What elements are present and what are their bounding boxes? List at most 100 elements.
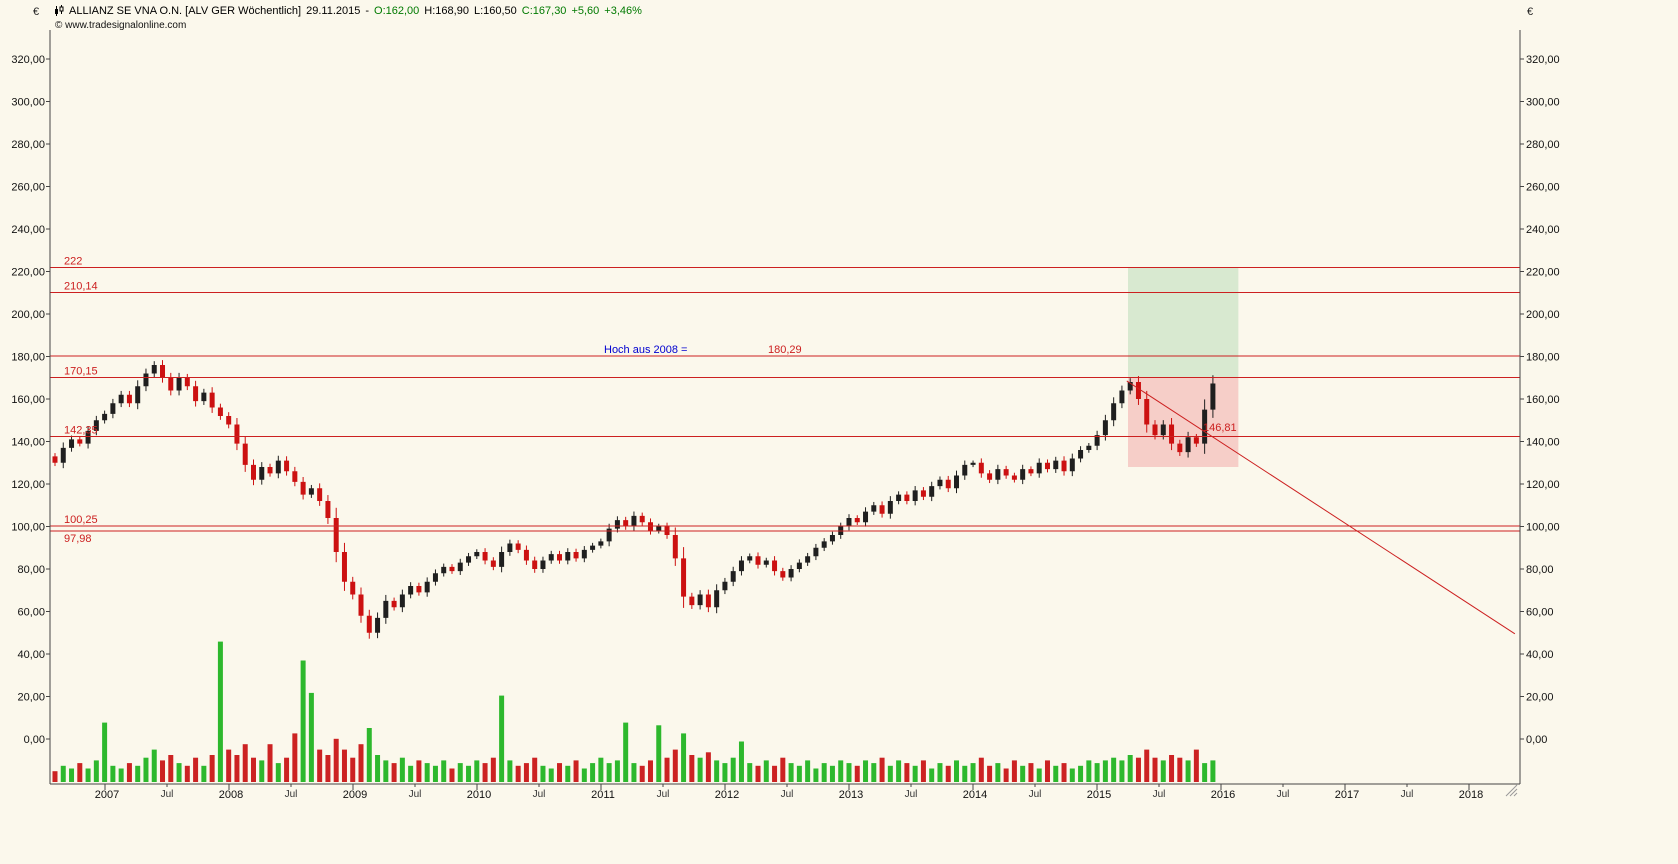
candle-body <box>1003 469 1009 476</box>
candle-body <box>846 518 852 527</box>
volume-bar <box>118 768 124 782</box>
quote-high: H:168,90 <box>424 5 469 17</box>
y-axis-label-left: 120,00 <box>11 479 45 491</box>
trendline-price-marker[interactable]: 146,81 <box>1203 422 1237 434</box>
volume-bar <box>540 765 546 782</box>
volume-bar <box>457 763 463 782</box>
volume-bar <box>250 757 256 782</box>
volume-bar <box>300 660 306 782</box>
candle-body <box>1028 469 1034 474</box>
x-axis-jul-label: Jul <box>409 789 422 800</box>
candle-body <box>639 515 645 523</box>
hoch-2008-value[interactable]: 180,29 <box>768 344 802 356</box>
candle-body <box>796 562 802 569</box>
candle-body <box>1036 462 1042 474</box>
x-axis-jul-label: Jul <box>781 789 794 800</box>
candle-body <box>308 488 314 495</box>
candle-body <box>656 526 662 531</box>
candle-body <box>772 560 778 572</box>
target-zone-green[interactable] <box>1128 267 1239 378</box>
volume-bar <box>829 765 835 782</box>
x-axis-jul-label: Jul <box>533 789 546 800</box>
volume-bar <box>85 768 91 782</box>
volume-bar <box>1152 757 1158 782</box>
candle-body <box>1127 382 1133 391</box>
candle-body <box>77 439 83 444</box>
volume-bar <box>69 768 75 782</box>
candle-body <box>1011 475 1017 480</box>
volume-bar <box>1061 763 1067 782</box>
volume-bar <box>664 757 670 782</box>
candle-body <box>896 494 902 501</box>
volume-bar <box>879 757 885 782</box>
price-level-label: 100,25 <box>64 514 98 526</box>
y-axis-label-left: 40,00 <box>17 649 45 661</box>
volume-bar <box>1069 768 1075 782</box>
candle-body <box>300 481 306 495</box>
candle-body <box>441 566 447 574</box>
volume-bar <box>1160 760 1166 782</box>
x-axis-year-label: 2010 <box>467 789 491 801</box>
downtrend-line[interactable] <box>1126 380 1516 635</box>
candle-body <box>614 520 620 529</box>
candle-body <box>557 554 563 561</box>
y-axis-label-right: 180,00 <box>1526 352 1560 364</box>
y-axis-label-left: 220,00 <box>11 267 45 279</box>
candle-body <box>217 407 223 416</box>
volume-bar <box>639 765 645 782</box>
price-level-label: 142,35 <box>64 425 98 437</box>
candle-body <box>995 469 1001 480</box>
candle-body <box>325 501 331 518</box>
volume-bar <box>408 765 414 782</box>
volume-bar <box>217 641 223 782</box>
candle-body <box>954 475 960 489</box>
candle-body <box>507 543 513 552</box>
candle-body <box>937 479 943 487</box>
candle-body <box>250 464 256 480</box>
y-axis-label-left: 60,00 <box>17 607 45 619</box>
candle-body <box>226 416 232 425</box>
volume-bar <box>1127 755 1133 782</box>
candle-body <box>432 573 438 582</box>
volume-bar <box>772 765 778 782</box>
volume-bar <box>978 757 984 782</box>
volume-bar <box>52 771 58 782</box>
candle-body <box>738 560 744 572</box>
volume-bar <box>614 760 620 782</box>
volume-bar <box>515 765 521 782</box>
volume-bar <box>1053 765 1059 782</box>
candle-body <box>730 571 736 582</box>
volume-bar <box>1169 755 1175 782</box>
volume-bar <box>763 760 769 782</box>
volume-bar <box>242 744 248 782</box>
currency-label-left: € <box>33 6 40 18</box>
volume-bar <box>135 765 141 782</box>
candle-body <box>1053 460 1059 470</box>
volume-bar <box>722 763 728 782</box>
volume-bar <box>755 765 761 782</box>
volume-bar <box>432 765 438 782</box>
candle-body <box>1135 382 1141 399</box>
candle-body <box>763 560 769 565</box>
candle-body <box>135 386 141 404</box>
candle-body <box>871 505 877 512</box>
candle-body <box>1111 403 1117 421</box>
candle-body <box>681 558 687 597</box>
candle-body <box>565 552 571 561</box>
x-axis-jul-label: Jul <box>657 789 670 800</box>
volume-bar <box>631 763 637 782</box>
volume-bar <box>962 765 968 782</box>
y-axis-label-right: 220,00 <box>1526 267 1560 279</box>
volume-bar <box>209 755 215 782</box>
hoch-2008-annotation[interactable]: Hoch aus 2008 = <box>604 344 687 356</box>
candle-body <box>275 460 281 474</box>
volume-bar <box>581 768 587 782</box>
y-axis-label-left: 0,00 <box>24 734 45 746</box>
candle-body <box>523 549 529 561</box>
volume-bar <box>714 760 720 782</box>
volume-bar <box>126 763 132 782</box>
y-axis-label-right: 200,00 <box>1526 309 1560 321</box>
resize-handle-icon[interactable] <box>1505 784 1518 797</box>
